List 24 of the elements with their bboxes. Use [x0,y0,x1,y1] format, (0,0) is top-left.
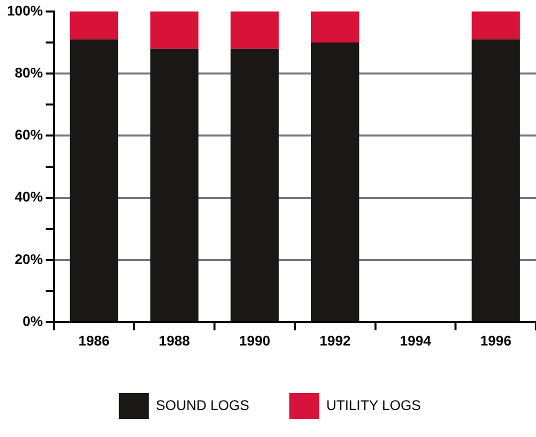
x-tick-label: 1996 [480,332,512,348]
x-tick-label: 1994 [400,332,432,348]
x-tick-label: 1986 [78,332,110,348]
y-tick-label: 100% [6,2,44,18]
legend-label: UTILITY LOGS [326,396,421,413]
y-tick-label: 20% [14,250,44,267]
bar [310,42,360,322]
x-tick-label: 1990 [239,332,270,348]
x-tick-label: 1988 [158,332,190,348]
bar [310,11,360,42]
y-tick-label: 60% [14,126,44,143]
y-tick-label: 0% [22,313,44,330]
bar [230,11,279,49]
legend-label: SOUND LOGS [156,396,250,413]
x-tick-label: 1992 [320,332,351,348]
y-tick-label: 80% [14,64,44,80]
bar [150,48,198,322]
bar [472,11,520,40]
bar [472,39,520,322]
bar [70,39,118,322]
bar [230,48,279,322]
y-tick-label: 40% [14,188,44,205]
bar [70,11,118,40]
bar [150,11,198,49]
